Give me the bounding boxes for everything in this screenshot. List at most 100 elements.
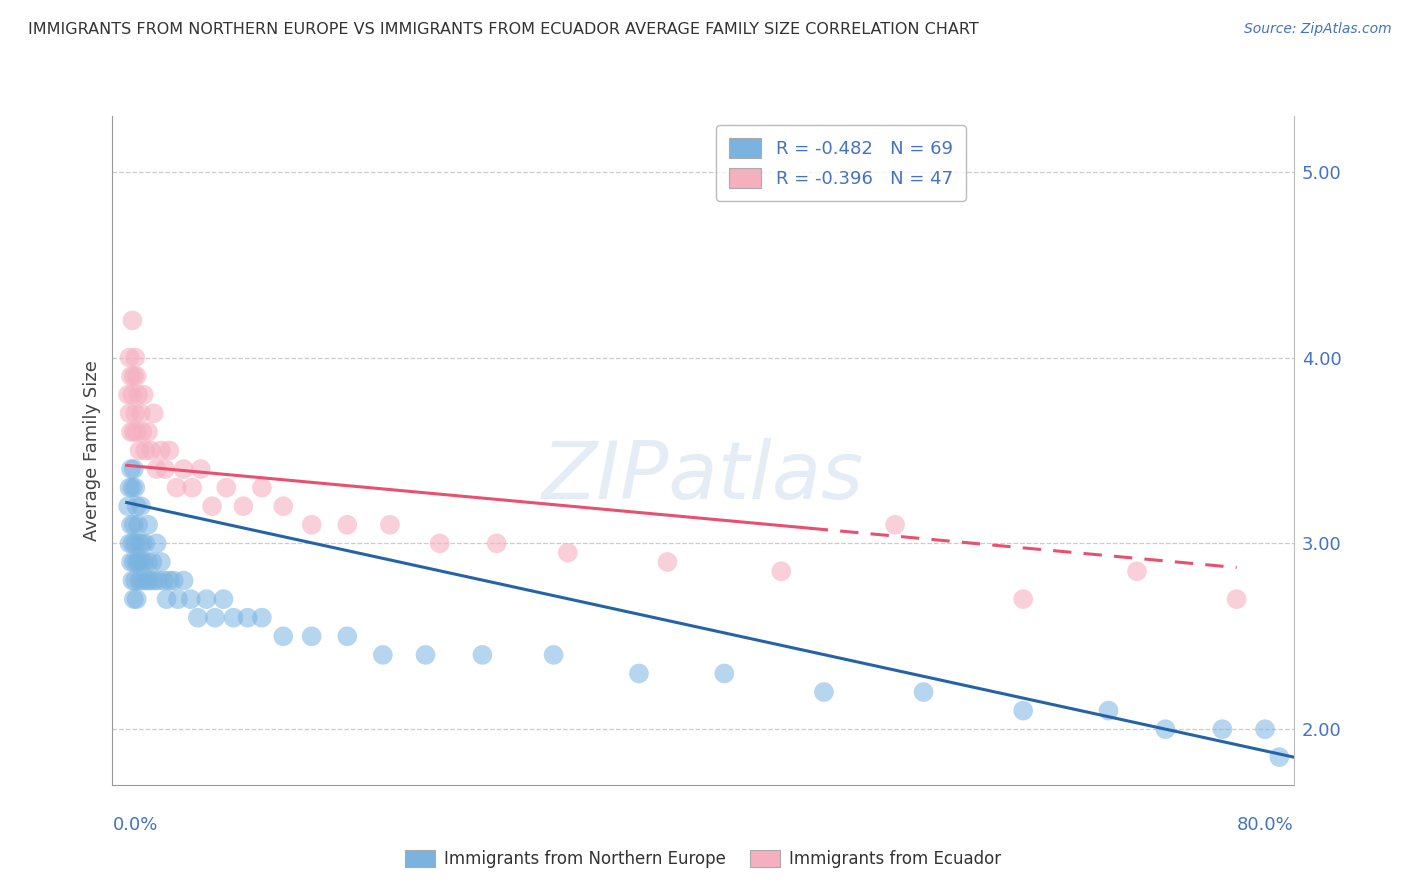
Point	[134, 443, 156, 458]
Point	[138, 574, 160, 588]
Point	[1097, 704, 1119, 718]
Point	[166, 481, 188, 495]
Point	[118, 406, 141, 420]
Point	[136, 555, 159, 569]
Point	[152, 574, 174, 588]
Y-axis label: Average Family Size: Average Family Size	[83, 360, 101, 541]
Point	[122, 369, 145, 384]
Point	[212, 592, 235, 607]
Point	[167, 592, 190, 607]
Point	[122, 425, 145, 439]
Point	[271, 499, 294, 513]
Point	[127, 387, 149, 401]
Point	[117, 387, 139, 401]
Text: 0.0%: 0.0%	[112, 816, 157, 834]
Point	[557, 546, 579, 560]
Legend: R = -0.482   N = 69, R = -0.396   N = 47: R = -0.482 N = 69, R = -0.396 N = 47	[716, 125, 966, 201]
Point	[131, 574, 153, 588]
Point	[627, 666, 650, 681]
Point	[336, 517, 359, 532]
Point	[131, 536, 153, 550]
Point	[180, 592, 202, 607]
Point	[118, 536, 141, 550]
Point	[713, 666, 735, 681]
Point	[190, 462, 212, 476]
Point	[173, 574, 195, 588]
Point	[657, 555, 679, 569]
Point	[124, 536, 146, 550]
Point	[120, 555, 142, 569]
Point	[1254, 723, 1277, 737]
Point	[770, 564, 793, 578]
Point	[120, 369, 142, 384]
Point	[222, 611, 245, 625]
Point	[215, 481, 238, 495]
Point	[125, 592, 148, 607]
Point	[187, 611, 209, 625]
Point	[127, 555, 149, 569]
Point	[142, 574, 165, 588]
Point	[146, 574, 169, 588]
Point	[181, 481, 204, 495]
Point	[118, 351, 141, 365]
Point	[543, 648, 565, 662]
Point	[127, 517, 149, 532]
Point	[120, 462, 142, 476]
Point	[121, 313, 143, 327]
Point	[145, 462, 167, 476]
Point	[122, 592, 145, 607]
Point	[122, 555, 145, 569]
Point	[131, 425, 153, 439]
Point	[128, 536, 150, 550]
Point	[173, 462, 195, 476]
Point	[120, 517, 142, 532]
Point	[813, 685, 835, 699]
Text: ZIPatlas: ZIPatlas	[541, 438, 865, 516]
Point	[120, 425, 142, 439]
Point	[250, 611, 273, 625]
Point	[236, 611, 259, 625]
Point	[125, 499, 148, 513]
Point	[195, 592, 218, 607]
Point	[232, 499, 254, 513]
Point	[122, 462, 145, 476]
Point	[371, 648, 394, 662]
Point	[1154, 723, 1177, 737]
Point	[145, 536, 167, 550]
Point	[149, 555, 172, 569]
Point	[124, 574, 146, 588]
Point	[201, 499, 224, 513]
Point	[128, 574, 150, 588]
Point	[157, 574, 180, 588]
Point	[124, 406, 146, 420]
Point	[141, 555, 163, 569]
Point	[153, 462, 176, 476]
Point	[135, 574, 157, 588]
Legend: Immigrants from Northern Europe, Immigrants from Ecuador: Immigrants from Northern Europe, Immigra…	[398, 843, 1008, 875]
Point	[149, 443, 172, 458]
Point	[129, 499, 152, 513]
Point	[250, 481, 273, 495]
Point	[122, 517, 145, 532]
Point	[1012, 592, 1035, 607]
Point	[139, 443, 162, 458]
Point	[121, 536, 143, 550]
Point	[271, 629, 294, 643]
Point	[301, 629, 323, 643]
Point	[125, 425, 148, 439]
Point	[118, 481, 141, 495]
Point	[128, 443, 150, 458]
Point	[415, 648, 437, 662]
Point	[912, 685, 935, 699]
Point	[163, 574, 186, 588]
Point	[301, 517, 323, 532]
Point	[157, 443, 180, 458]
Point	[125, 369, 148, 384]
Point	[429, 536, 451, 550]
Point	[155, 592, 177, 607]
Point	[471, 648, 494, 662]
Point	[132, 387, 155, 401]
Point	[378, 517, 401, 532]
Point	[124, 351, 146, 365]
Point	[129, 555, 152, 569]
